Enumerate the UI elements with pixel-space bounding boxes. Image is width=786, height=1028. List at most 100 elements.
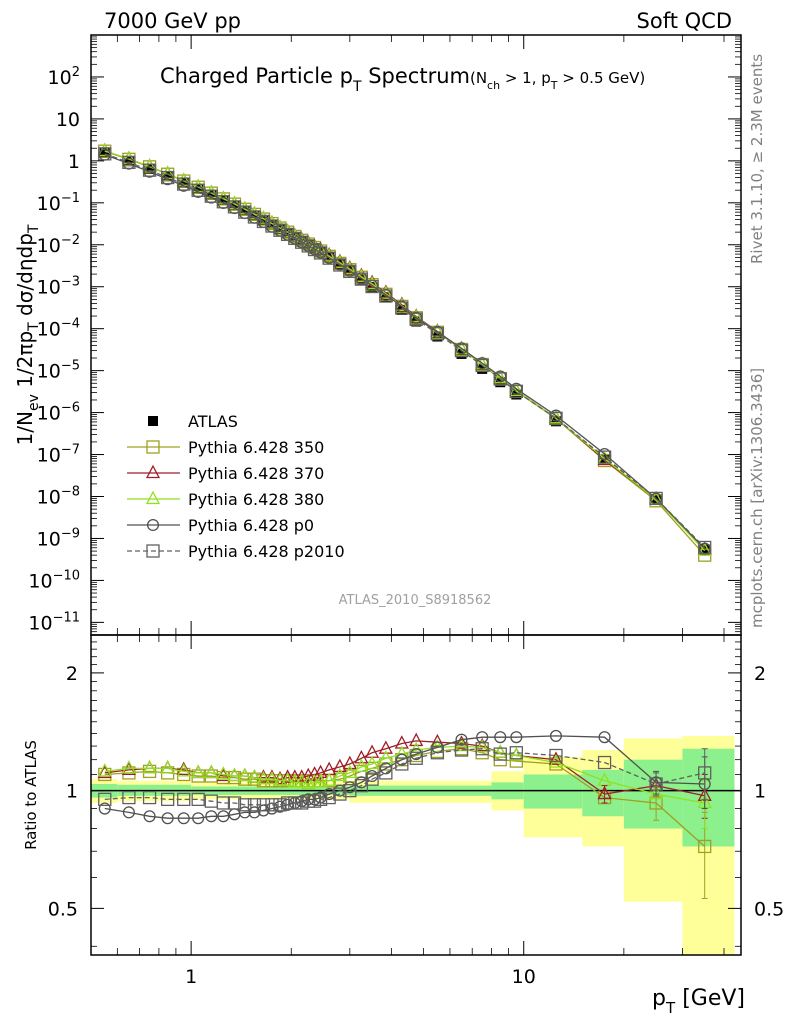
rivet-label: Rivet 3.1.10, ≥ 2.3M events — [748, 54, 766, 264]
y-tick-label: 1 — [68, 151, 80, 173]
ratio-point — [177, 812, 190, 825]
y-tick-label: 10−10 — [28, 568, 80, 592]
y-tick-label-base: 10 — [48, 67, 72, 89]
y-tick-label-base: 1 — [68, 151, 80, 173]
ratio-point — [378, 740, 393, 754]
data-point — [206, 189, 217, 200]
ratio-point — [238, 798, 252, 812]
ratio-point — [272, 770, 288, 785]
ratio-point — [549, 729, 563, 742]
y-tick-label-exp: −3 — [61, 275, 80, 290]
ratio-tick-label-right: 2 — [754, 663, 766, 685]
ratio-plot-frame — [90, 634, 742, 956]
y-tick-label-base: 10 — [37, 277, 61, 299]
legend-marker — [146, 518, 160, 532]
ratio-pythia-6-428-p2010 — [98, 742, 712, 812]
title-cut-mid: > 1, p — [500, 69, 551, 87]
ratio-point — [264, 770, 280, 785]
legend-entry: Pythia 6.428 350 — [127, 438, 324, 457]
legend-marker — [146, 440, 160, 454]
ratio-point — [143, 810, 156, 823]
y-tick-label-base: 10 — [37, 319, 61, 341]
ratio-plot: 2 2 1 1 0.5 0.5 — [48, 634, 784, 956]
data-point — [395, 301, 409, 315]
ratio-point — [288, 796, 302, 810]
main-series — [97, 142, 712, 562]
data-point — [265, 219, 279, 233]
data-point — [216, 195, 231, 209]
y-tick-label: 10−9 — [37, 526, 80, 550]
ratio-point — [510, 731, 523, 744]
ratio-point — [142, 764, 157, 779]
y-tick-label-base: 10 — [37, 445, 61, 467]
ratio-point — [598, 731, 611, 744]
stat-uncertainty-band — [523, 774, 583, 809]
data-point — [280, 227, 295, 242]
ratio-tick-label-left: 1 — [66, 781, 78, 803]
data-point — [322, 251, 336, 265]
x-axis-label-p: p — [652, 986, 666, 1011]
legend: ATLAS Pythia 6.428 350 Pythia 6.428 370 Pyt… — [127, 412, 345, 561]
ratio-point — [97, 764, 112, 779]
y-tick-label: 10 — [56, 109, 80, 131]
data-point — [238, 205, 252, 219]
analysis-watermark: ATLAS_2010_S8918562 — [339, 593, 492, 608]
legend-entry: Pythia 6.428 370 — [127, 464, 324, 483]
ratio-point — [264, 769, 280, 783]
y-tick-label-exp: −8 — [61, 485, 80, 500]
title-cut: (N — [470, 69, 487, 87]
data-point — [409, 312, 423, 326]
data-point — [160, 165, 175, 180]
y-tick-label-base: 10 — [37, 361, 61, 383]
ratio-point — [247, 798, 262, 812]
data-point — [99, 147, 110, 158]
data-point — [509, 384, 523, 399]
ratio-point — [191, 769, 205, 783]
ratio-point — [160, 792, 175, 807]
data-point — [256, 214, 271, 229]
mcplots-label: mcplots.cern.ch [arXiv:1306.3436] — [748, 368, 766, 628]
data-point — [332, 254, 347, 269]
ratio-point — [177, 792, 191, 807]
legend-entry: Pythia 6.428 p0 — [127, 516, 314, 535]
ratio-point — [121, 760, 136, 774]
ratio-ticks: 2 2 1 1 0.5 0.5 — [48, 641, 784, 947]
ratio-point — [332, 758, 347, 773]
ratio-point — [333, 787, 347, 801]
title-cut-post: > 0.5 GeV) — [558, 69, 646, 87]
ratio-point — [409, 751, 423, 765]
ratio-point — [265, 798, 279, 812]
ratio-point — [294, 774, 309, 788]
legend-label: Pythia 6.428 p0 — [188, 516, 314, 535]
legend-marker — [146, 544, 160, 558]
title-cut-sub1: ch — [487, 79, 500, 92]
ratio-point — [548, 751, 564, 765]
x-tick-label: 10 — [512, 966, 536, 988]
ratio-point — [142, 790, 157, 805]
ratio-point — [430, 746, 445, 760]
data-point — [356, 274, 367, 285]
y-tick-label: 102 — [48, 65, 80, 89]
data-point — [178, 177, 189, 188]
ratio-point — [354, 749, 369, 764]
ratio-tick-label-right: 0.5 — [754, 898, 784, 920]
ratio-point — [493, 744, 508, 758]
y-tick-label: 10−8 — [37, 485, 80, 509]
y-tick-label-exp: −5 — [61, 359, 80, 374]
legend-label: Pythia 6.428 350 — [188, 438, 324, 457]
y-tick-label-exp: −1 — [61, 191, 80, 206]
ratio-point — [192, 812, 205, 825]
ratio-point — [98, 802, 111, 815]
ratio-point — [313, 764, 328, 779]
y-tick-label: 10−2 — [37, 233, 80, 257]
ratio-point — [322, 790, 336, 805]
ratio-point — [204, 764, 219, 779]
legend-marker — [145, 464, 161, 479]
data-point — [697, 542, 712, 556]
ratio-point — [493, 747, 507, 761]
ratio-point — [237, 767, 252, 782]
data-point — [549, 411, 563, 425]
ratio-point — [98, 767, 112, 782]
header-left: 7000 GeV pp — [104, 9, 241, 33]
